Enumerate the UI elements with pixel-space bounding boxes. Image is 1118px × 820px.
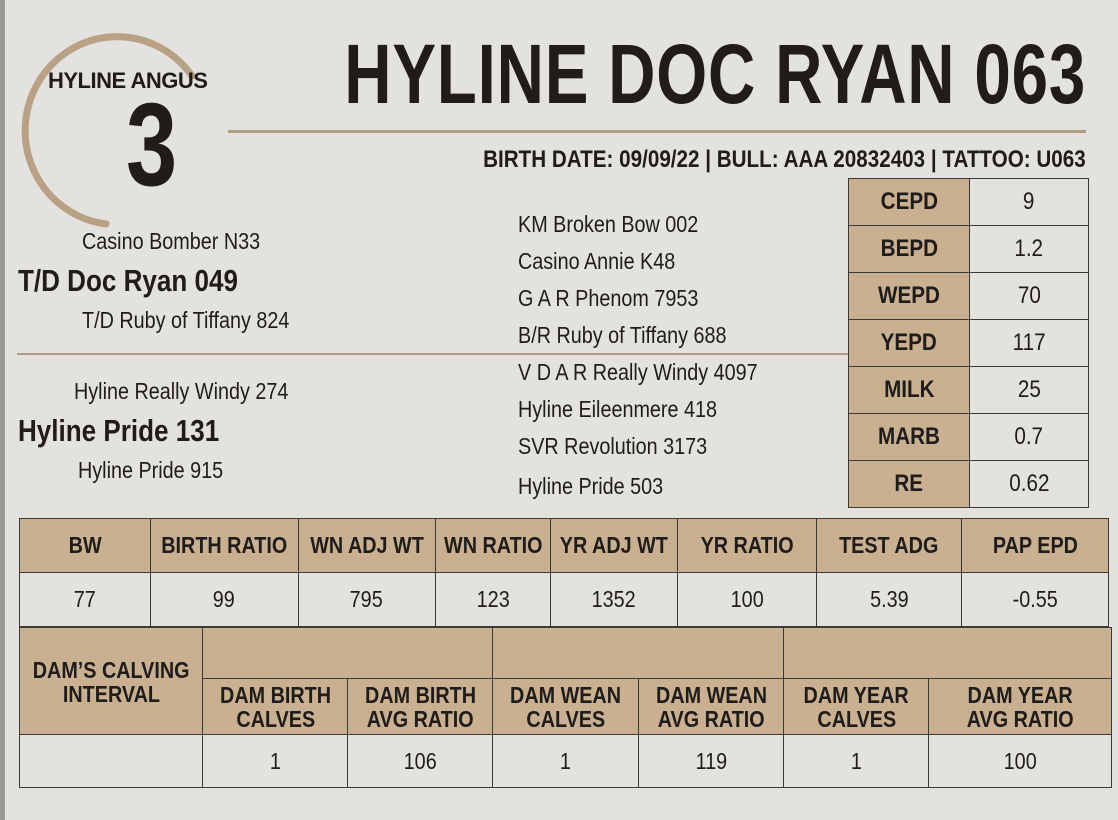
- performance-table: BW BIRTH RATIO WN ADJ WT WN RATIO YR ADJ…: [19, 518, 1110, 627]
- header-cell: PAP EPD: [961, 518, 1110, 573]
- epd-value: 0.62: [969, 460, 1089, 508]
- dam-header-row: DAM BIRTH CALVES DAM BIRTH AVG RATIO DAM W…: [20, 678, 1113, 735]
- epd-label: MARB: [848, 413, 970, 461]
- dam-record-table: DAM’S CALVING INTERVAL DAM BIRTH CALVES D…: [18, 627, 1113, 788]
- logo-arc: [21, 33, 196, 228]
- pedigree-sire-sire: Casino Bomber N33: [82, 228, 261, 254]
- header-cell: BW: [19, 518, 151, 573]
- header-cell: TEST ADG: [816, 518, 963, 573]
- value-cell: 77: [19, 572, 151, 627]
- pedigree-gen3-7: SVR Revolution 3173: [518, 433, 708, 459]
- epd-row: MARB 0.7: [848, 413, 1089, 461]
- value-cell: 100: [677, 572, 818, 627]
- epd-label: WEPD: [848, 272, 970, 320]
- pedigree-dam: Hyline Pride 131: [18, 413, 220, 448]
- value-cell: 119: [638, 734, 785, 788]
- header-cell: DAM YEAR CALVES: [783, 678, 930, 735]
- epd-row: CEPD 9: [848, 178, 1089, 226]
- epd-value: 117: [969, 319, 1089, 367]
- pedigree-gen3-8: Hyline Pride 503: [518, 473, 664, 499]
- pedigree-gen3-2: Casino Annie K48: [518, 248, 676, 274]
- brand-name: HYLINE ANGUS: [48, 68, 208, 93]
- value-cell: 5.39: [816, 572, 963, 627]
- value-cell: 123: [434, 572, 552, 627]
- epd-value: 9: [969, 178, 1089, 226]
- header-cell: DAM BIRTH AVG RATIO: [347, 678, 494, 735]
- epd-row: RE 0.62: [848, 460, 1089, 508]
- lot-number: 3: [126, 79, 178, 211]
- value-cell: 99: [150, 572, 299, 627]
- value-cell: 1: [202, 734, 349, 788]
- epd-row: YEPD 117: [848, 319, 1089, 367]
- header-cell: WN RATIO: [434, 518, 552, 573]
- epd-label: MILK: [848, 366, 970, 414]
- epd-label: RE: [848, 460, 970, 508]
- calving-interval-value: [18, 734, 204, 788]
- header-cell: DAM YEAR AVG RATIO: [928, 678, 1113, 735]
- header-cell: BIRTH RATIO: [150, 518, 299, 573]
- epd-value: 25: [969, 366, 1089, 414]
- epd-value: 0.7: [969, 413, 1089, 461]
- performance-header-row: BW BIRTH RATIO WN ADJ WT WN RATIO YR ADJ…: [19, 518, 1110, 573]
- left-edge-bar: [0, 0, 5, 820]
- pedigree-gen3-4: B/R Ruby of Tiffany 688: [518, 322, 727, 348]
- epd-table: CEPD 9 BEPD 1.2 WEPD 70 YEPD 117 MILK 25 MARB…: [848, 178, 1089, 508]
- epd-row: WEPD 70: [848, 272, 1089, 320]
- performance-value-row: 77 99 795 123 1352 100 5.39 -0.55: [19, 572, 1110, 627]
- value-cell: 795: [297, 572, 436, 627]
- value-cell: -0.55: [961, 572, 1110, 627]
- dam-value-row: 1 106 1 119 1 100: [18, 734, 1113, 788]
- header-cell: YR ADJ WT: [550, 518, 679, 573]
- birth-info-line: BIRTH DATE: 09/09/22 | BULL: AAA 2083240…: [483, 146, 1086, 173]
- epd-label: YEPD: [848, 319, 970, 367]
- epd-label: CEPD: [848, 178, 970, 226]
- value-cell: 106: [347, 734, 494, 788]
- header-cell: DAM BIRTH CALVES: [202, 678, 349, 735]
- pedigree-sire-dam: T/D Ruby of Tiffany 824: [82, 307, 290, 333]
- dam-wean-group: [492, 627, 785, 679]
- header-cell: WN ADJ WT: [297, 518, 436, 573]
- pedigree-dam-sire: Hyline Really Windy 274: [74, 378, 289, 404]
- pedigree-dam-dam: Hyline Pride 915: [78, 457, 224, 483]
- epd-row: BEPD 1.2: [848, 225, 1089, 273]
- pedigree-gen3-1: KM Broken Bow 002: [518, 211, 699, 237]
- dam-year-group: [783, 627, 1113, 679]
- header-cell: DAM WEAN CALVES: [492, 678, 640, 735]
- epd-row: MILK 25: [848, 366, 1089, 414]
- dam-birth-group: [202, 627, 494, 679]
- title-divider: [228, 130, 1086, 133]
- epd-value: 1.2: [969, 225, 1089, 273]
- value-cell: 1352: [550, 572, 679, 627]
- pedigree-gen3-6: Hyline Eileenmere 418: [518, 396, 718, 422]
- header-cell: DAM WEAN AVG RATIO: [638, 678, 785, 735]
- pedigree-divider: [17, 353, 848, 355]
- header-cell: YR RATIO: [677, 518, 818, 573]
- value-cell: 100: [928, 734, 1113, 788]
- bull-name: HYLINE DOC RYAN 063: [344, 27, 1086, 121]
- pedigree-sire: T/D Doc Ryan 049: [18, 263, 238, 298]
- calving-interval-header: DAM’S CALVING INTERVAL: [18, 627, 204, 735]
- pedigree-gen3-3: G A R Phenom 7953: [518, 285, 699, 311]
- epd-label: BEPD: [848, 225, 970, 273]
- epd-value: 70: [969, 272, 1089, 320]
- pedigree-gen3-5: V D A R Really Windy 4097: [518, 359, 758, 385]
- value-cell: 1: [783, 734, 930, 788]
- dam-group-row: DAM’S CALVING INTERVAL: [18, 627, 1113, 735]
- value-cell: 1: [492, 734, 640, 788]
